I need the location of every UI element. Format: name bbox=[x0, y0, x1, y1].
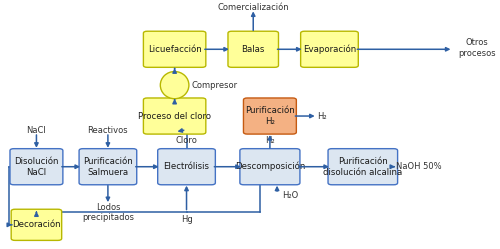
Text: Reactivos: Reactivos bbox=[88, 125, 128, 134]
FancyBboxPatch shape bbox=[240, 149, 300, 185]
Text: H₂: H₂ bbox=[265, 136, 274, 145]
Text: Otros
procesos: Otros procesos bbox=[458, 38, 496, 58]
Text: Disolución
NaCl: Disolución NaCl bbox=[14, 157, 59, 177]
FancyBboxPatch shape bbox=[158, 149, 216, 185]
Text: Purificación
disolución alcalina: Purificación disolución alcalina bbox=[323, 157, 402, 177]
Text: H₂: H₂ bbox=[318, 112, 327, 121]
Ellipse shape bbox=[160, 71, 189, 99]
FancyBboxPatch shape bbox=[244, 98, 296, 134]
Text: Proceso del cloro: Proceso del cloro bbox=[138, 112, 211, 121]
Text: Hg: Hg bbox=[180, 215, 192, 224]
Text: Lodos
precipitados: Lodos precipitados bbox=[82, 203, 134, 222]
Text: H₂O: H₂O bbox=[282, 191, 298, 200]
FancyBboxPatch shape bbox=[300, 31, 358, 67]
FancyBboxPatch shape bbox=[328, 149, 398, 185]
FancyBboxPatch shape bbox=[144, 98, 206, 134]
Text: Purificación
H₂: Purificación H₂ bbox=[245, 106, 295, 126]
Text: Compresor: Compresor bbox=[192, 81, 238, 90]
Text: Purificación
Salmuera: Purificación Salmuera bbox=[83, 157, 133, 177]
FancyBboxPatch shape bbox=[11, 209, 62, 240]
Text: Balas: Balas bbox=[242, 45, 265, 54]
Text: Electrólisis: Electrólisis bbox=[164, 162, 210, 171]
Text: Cloro: Cloro bbox=[176, 136, 198, 145]
FancyBboxPatch shape bbox=[10, 149, 63, 185]
Text: Licuefacción: Licuefacción bbox=[148, 45, 202, 54]
Text: Decoración: Decoración bbox=[12, 220, 60, 229]
FancyBboxPatch shape bbox=[144, 31, 206, 67]
Text: NaOH 50%: NaOH 50% bbox=[396, 162, 442, 171]
FancyBboxPatch shape bbox=[79, 149, 136, 185]
Text: NaCl: NaCl bbox=[26, 125, 46, 134]
Text: Descomposición: Descomposición bbox=[234, 162, 305, 172]
FancyBboxPatch shape bbox=[228, 31, 278, 67]
Text: Comercialización: Comercialización bbox=[218, 3, 289, 12]
Text: Evaporación: Evaporación bbox=[303, 45, 356, 54]
